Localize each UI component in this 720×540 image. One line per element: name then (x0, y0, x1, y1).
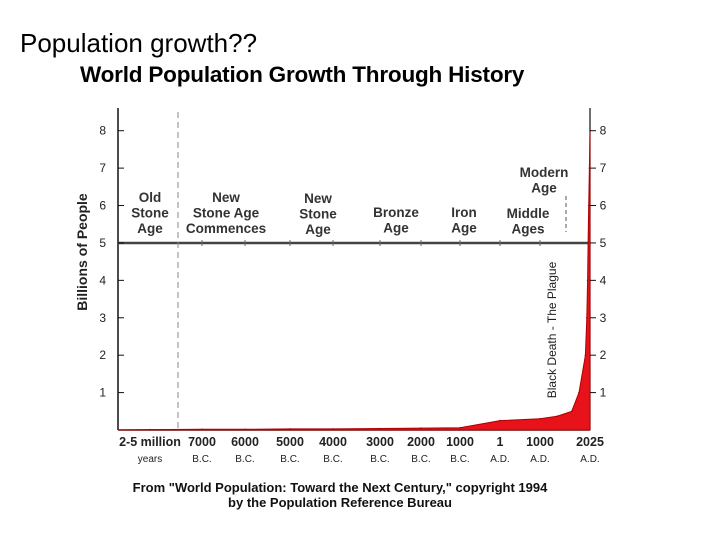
x-tick-label: 5000 (276, 435, 304, 449)
data-point (570, 410, 573, 413)
data-point (587, 242, 589, 244)
era-label-line: Middle (507, 206, 550, 221)
y-tick-label-left: 8 (99, 124, 106, 138)
data-point (587, 204, 590, 207)
era-label-line: Age (531, 181, 557, 196)
era-label-line: Stone (299, 207, 337, 222)
data-point (499, 419, 501, 422)
y-tick-label-right: 7 (600, 161, 607, 175)
data-point (201, 428, 203, 431)
data-point (244, 428, 246, 431)
data-point (586, 317, 588, 319)
x-tick-label: 2025 (576, 435, 604, 449)
data-point (586, 279, 589, 282)
era-label-line: Age (305, 222, 331, 237)
x-ticks: 2-5 million years 7000 B.C. 6000 B.C. 5000 B.C.… (119, 435, 604, 465)
y-tick-label-left: 2 (99, 348, 106, 362)
x-tick-label: 3000 (366, 435, 394, 449)
x-tick-sublabel: A.D. (490, 454, 509, 465)
x-tick-label: 2-5 million (119, 435, 181, 449)
era-label-line: Bronze (373, 205, 419, 220)
y-tick-label-left: 4 (99, 273, 106, 287)
y-tick-label-left: 6 (99, 199, 106, 213)
y-tick-label-right: 4 (600, 273, 607, 287)
black-death-annotation: Black Death - The Plague (545, 261, 559, 398)
x-tick-sublabel: A.D. (530, 454, 549, 465)
data-point (332, 428, 334, 430)
era-label: New Stone Age Commences (186, 190, 266, 236)
era-label-line: Age (137, 221, 163, 236)
y-tick-label-left: 5 (99, 236, 106, 250)
era-label-line: Stone Age (193, 206, 260, 221)
data-point (539, 418, 541, 420)
x-tick-label: 6000 (231, 435, 259, 449)
y-tick-label-right: 3 (600, 311, 607, 325)
era-label: Middle Ages (507, 206, 550, 237)
data-point (588, 167, 591, 169)
x-tick-label: 1000 (526, 435, 554, 449)
era-label-line: Iron (451, 205, 477, 220)
x-tick-label: 2000 (407, 435, 435, 449)
y-tick-label-right: 8 (600, 124, 607, 138)
era-label-line: Age (383, 221, 409, 236)
source-credit-line2: by the Population Reference Bureau (228, 495, 452, 510)
data-point (149, 428, 151, 431)
x-tick-label: 7000 (188, 435, 216, 449)
population-area-layer (117, 129, 591, 431)
era-label-line: Modern (520, 165, 569, 180)
y-ticks: 1 1 2 2 3 3 4 4 5 5 6 6 7 7 8 8 (99, 124, 606, 400)
data-point (420, 427, 422, 429)
era-label-line: New (304, 191, 332, 206)
data-point (556, 415, 558, 418)
era-label-line: New (212, 190, 240, 205)
x-tick-sublabel: B.C. (280, 454, 299, 465)
x-tick-sublabel: B.C. (450, 454, 469, 465)
plot-frame (117, 108, 591, 431)
era-label-line: Old (139, 190, 162, 205)
y-tick-label-right: 5 (600, 236, 607, 250)
y-tick-label-left: 3 (99, 311, 106, 325)
era-label-line: Ages (511, 222, 544, 237)
data-point (459, 427, 461, 429)
era-label: Modern Age (520, 165, 569, 196)
era-label-line: Stone (131, 206, 169, 221)
era-label-line: Commences (186, 221, 266, 236)
x-tick-label: 1000 (446, 435, 474, 449)
data-point (584, 354, 587, 357)
y-tick-label-left: 7 (99, 161, 106, 175)
era-label: Bronze Age (373, 205, 419, 236)
x-tick-sublabel: B.C. (411, 454, 430, 465)
x-tick-sublabel: B.C. (192, 454, 211, 465)
y-tick-label-left: 1 (99, 386, 106, 400)
data-point (578, 391, 580, 394)
chart-title: World Population Growth Through History (80, 62, 525, 87)
x-tick-sublabel: A.D. (580, 454, 599, 465)
data-point (289, 428, 291, 430)
slide-title: Population growth?? (20, 28, 258, 58)
era-label: Iron Age (451, 205, 477, 236)
source-credit-line1: From "World Population: Toward the Next … (132, 480, 548, 495)
x-tick-label: 4000 (319, 435, 347, 449)
era-label: Old Stone Age (131, 190, 169, 236)
y-tick-label-right: 1 (600, 386, 607, 400)
x-tick-sublabel: B.C. (323, 454, 342, 465)
data-point (379, 427, 381, 430)
x-tick-sublabel: years (138, 454, 162, 465)
y-tick-label-right: 2 (600, 348, 607, 362)
y-axis-label: Billions of People (74, 193, 90, 311)
era-label-line: Age (451, 221, 477, 236)
x-tick-sublabel: B.C. (370, 454, 389, 465)
x-tick-sublabel: B.C. (235, 454, 254, 465)
x-tick-label: 1 (497, 435, 504, 449)
era-label: New Stone Age (299, 191, 337, 237)
y-tick-label-right: 6 (600, 199, 607, 213)
